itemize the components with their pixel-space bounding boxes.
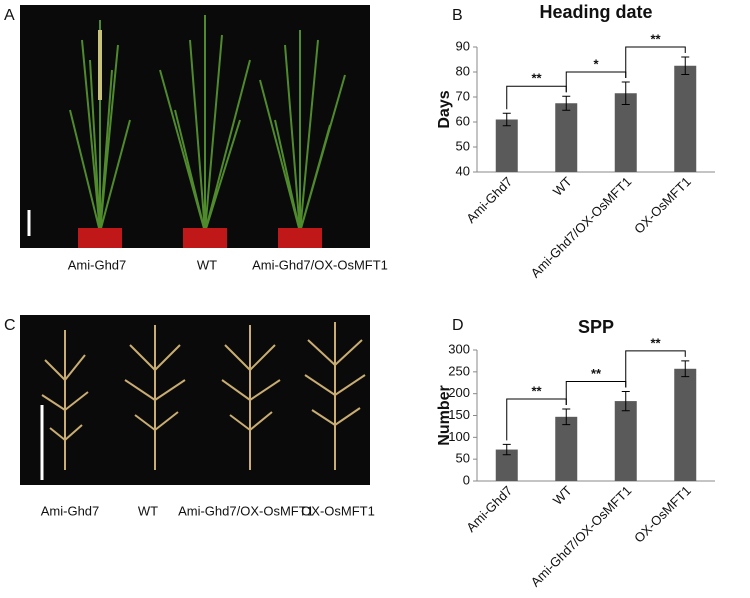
x-tick-label: Ami-Ghd7/OX-OsMFT1 (528, 174, 635, 281)
bar (614, 93, 637, 172)
significance-bracket (625, 350, 686, 388)
photo-a (20, 5, 370, 248)
bar (674, 368, 697, 481)
bar (674, 65, 697, 172)
y-tick-label: 200 (448, 385, 470, 400)
panel-label: C (4, 317, 16, 334)
significance-label: ** (531, 383, 542, 398)
significance-label: ** (650, 31, 661, 46)
y-tick-label: 60 (456, 113, 470, 128)
y-tick-label: 0 (463, 472, 470, 487)
y-tick-label: 70 (456, 88, 470, 103)
y-tick-label: 250 (448, 363, 470, 378)
x-tick-label: Ami-Ghd7/OX-OsMFT1 (528, 483, 635, 590)
error-bar (621, 390, 630, 412)
error-bar (681, 56, 690, 75)
x-tick-label: Ami-Ghd7 (463, 174, 515, 226)
y-tick-label: 80 (456, 63, 470, 78)
y-tick-label: 150 (448, 407, 470, 422)
photo-label: OX-OsMFT1 (301, 503, 375, 518)
significance-label: ** (531, 71, 542, 86)
x-tick-label: Ami-Ghd7 (463, 483, 515, 535)
error-bar (562, 95, 571, 111)
photo-label: Ami-Ghd7 (41, 503, 100, 518)
error-bar (502, 443, 511, 456)
photo-label: Ami-Ghd7/OX-OsMFT1 (178, 503, 314, 518)
y-axis-label: Days (436, 90, 453, 128)
panel-label: A (4, 7, 15, 24)
x-tick-label: WT (550, 174, 575, 199)
photo-label: Ami-Ghd7/OX-OsMFT1 (252, 257, 388, 272)
error-bar (621, 81, 630, 105)
error-bar (502, 112, 511, 127)
photo-c (20, 315, 370, 485)
bar (614, 401, 637, 481)
photo-label: Ami-Ghd7 (68, 257, 127, 272)
error-bar (562, 408, 571, 426)
error-bar (681, 360, 690, 378)
y-tick-label: 50 (456, 138, 470, 153)
significance-label: * (593, 56, 599, 71)
chart-title: SPP (578, 317, 614, 337)
x-tick-label: OX-OsMFT1 (631, 174, 694, 237)
chart-title: Heading date (539, 2, 652, 22)
significance-bracket (625, 46, 686, 78)
bar (555, 416, 578, 481)
x-tick-label: OX-OsMFT1 (631, 483, 694, 546)
y-tick-label: 50 (456, 451, 470, 466)
y-tick-label: 300 (448, 341, 470, 356)
y-tick-label: 40 (456, 163, 470, 178)
y-tick-label: 90 (456, 38, 470, 53)
bar (495, 119, 518, 172)
bar (555, 103, 578, 172)
photo-label: WT (138, 503, 158, 518)
significance-bracket (565, 71, 627, 93)
significance-label: ** (591, 366, 602, 381)
x-tick-label: WT (550, 483, 575, 508)
y-tick-label: 100 (448, 429, 470, 444)
panel-label: D (452, 317, 464, 334)
panel-label: B (452, 7, 463, 24)
bar (495, 449, 518, 481)
y-axis-label: Number (436, 385, 453, 445)
photo-label: WT (197, 257, 217, 272)
significance-label: ** (650, 335, 661, 350)
